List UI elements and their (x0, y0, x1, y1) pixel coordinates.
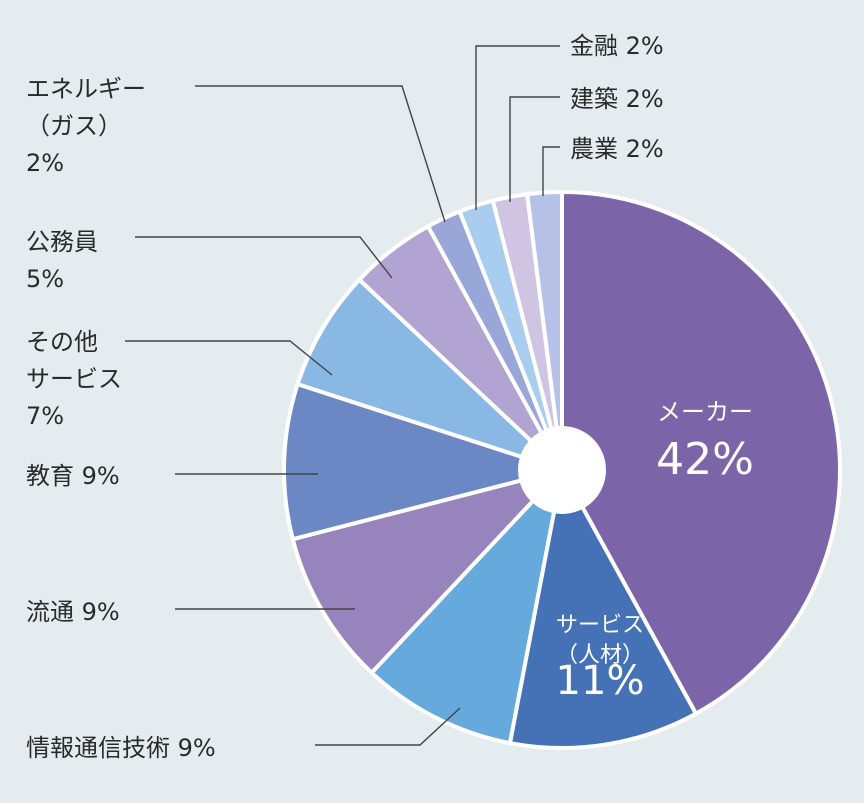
data-label: 42% (656, 434, 754, 485)
leader-line (542, 146, 560, 196)
pie-slices (282, 190, 842, 750)
pie-slice (295, 277, 564, 472)
slice-label: サービス (556, 613, 644, 638)
data-label: 5% (26, 265, 64, 293)
leader-line (315, 707, 461, 746)
pie-slice (282, 382, 564, 542)
pie-slice (507, 468, 698, 750)
slice-label: その他 (26, 328, 98, 356)
slice-label: 農業 2% (570, 135, 664, 163)
slice-label: 教育 9% (26, 462, 120, 490)
data-label: 7% (26, 402, 64, 430)
slice-label: 公務員 (26, 228, 98, 256)
slice-label: 情報通信技術 9% (26, 734, 216, 762)
leader-line (135, 236, 393, 279)
pie-center-hole (518, 426, 606, 514)
leader-line (475, 45, 560, 210)
pie-slice (560, 190, 842, 716)
leader-line (509, 96, 560, 202)
slice-labels: メーカー 42% サービス （人材）11% 情報通信技術 9% 流通 9% 教育 9% その他… (26, 32, 754, 762)
leader-line (125, 340, 333, 376)
leader-lines (125, 45, 560, 746)
data-label: 2% (26, 149, 64, 177)
slice-label: （人材） (556, 643, 644, 668)
slice-label: 建築 2% (570, 85, 664, 113)
pie-slice (290, 468, 564, 675)
slice-label: （ガス） (26, 112, 122, 140)
slice-label: メーカー (657, 398, 753, 426)
slice-label: サービス (26, 365, 122, 393)
slice-label: 金融 2% (570, 32, 664, 60)
slice-label: 流通 9% (26, 598, 120, 626)
data-label: 11% (556, 658, 645, 704)
leader-line (195, 85, 446, 223)
pie-slice (525, 190, 564, 472)
slice-label: エネルギー (26, 75, 146, 103)
pie-slice (369, 468, 564, 746)
